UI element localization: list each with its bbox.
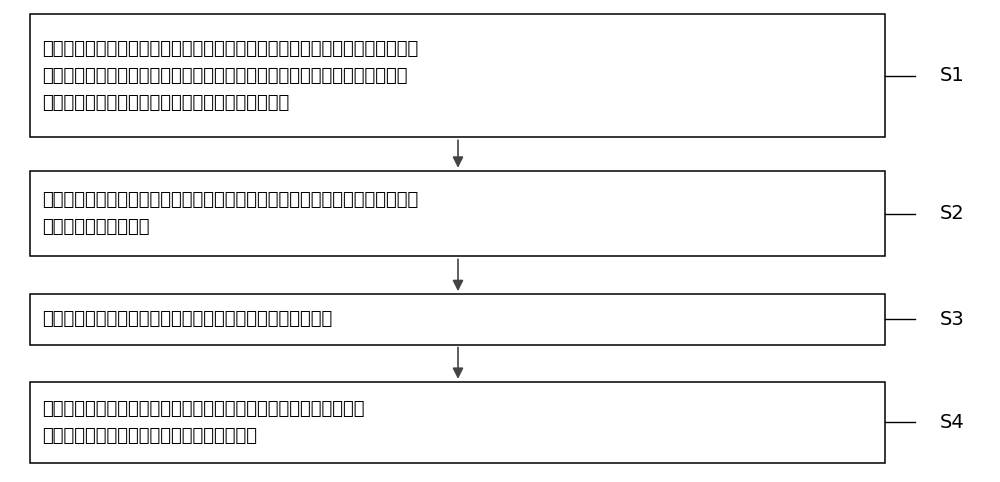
Text: S2: S2 <box>940 204 965 223</box>
Bar <box>30 294 885 345</box>
Bar <box>30 14 885 137</box>
Bar <box>30 171 885 256</box>
Text: 提供一电路板，电路板包括至少一介电层与至少二线路层，介电层介于所述线路
层之间，且电路板还包括一测试区，于测试区上设有一测试图案及一贯穿孔，
测试图案包括至少一: 提供一电路板，电路板包括至少一介电层与至少二线路层，介电层介于所述线路 层之间，… <box>42 40 418 112</box>
Text: S1: S1 <box>940 67 965 85</box>
Text: 将导电针通电并将该导电针的其中一端电性连接该第二导体部: 将导电针通电并将该导电针的其中一端电性连接该第二导体部 <box>42 310 332 328</box>
Text: 将感应组件深入该贯穿孔并沿着该贯穿孔移动，以测得一感应曲线，
借由该感应曲线的变化以得知该介电层之厚度: 将感应组件深入该贯穿孔并沿着该贯穿孔移动，以测得一感应曲线， 借由该感应曲线的变… <box>42 400 364 445</box>
Bar <box>30 382 885 463</box>
Text: S3: S3 <box>940 310 965 329</box>
Text: S4: S4 <box>940 413 965 432</box>
Text: 提供一量测装置，量测装置包括一导电针与一感应组件，感应组件包括一感应端
、一连结部及一绝缘部: 提供一量测装置，量测装置包括一导电针与一感应组件，感应组件包括一感应端 、一连结… <box>42 191 418 236</box>
